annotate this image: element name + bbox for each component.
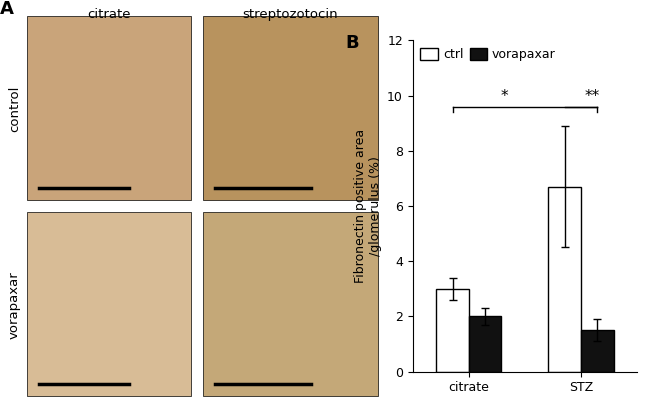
- Bar: [549, 187, 581, 372]
- Text: control: control: [8, 86, 21, 132]
- Bar: [469, 316, 501, 372]
- Legend: ctrl, vorapaxar: ctrl, vorapaxar: [419, 46, 557, 62]
- Bar: [581, 330, 614, 372]
- Y-axis label: Fibronectin positive area
/glomerulus (%): Fibronectin positive area /glomerulus (%…: [354, 129, 382, 283]
- Text: vorapaxar: vorapaxar: [8, 271, 21, 339]
- FancyBboxPatch shape: [27, 212, 191, 396]
- FancyBboxPatch shape: [203, 16, 378, 200]
- Text: streptozotocin: streptozotocin: [242, 8, 339, 21]
- FancyBboxPatch shape: [203, 212, 378, 396]
- Text: B: B: [346, 34, 359, 52]
- FancyBboxPatch shape: [27, 16, 191, 200]
- Text: citrate: citrate: [88, 8, 131, 21]
- Text: *: *: [500, 89, 508, 104]
- Text: A: A: [0, 0, 14, 18]
- Bar: [436, 289, 469, 372]
- Text: **: **: [584, 89, 600, 104]
